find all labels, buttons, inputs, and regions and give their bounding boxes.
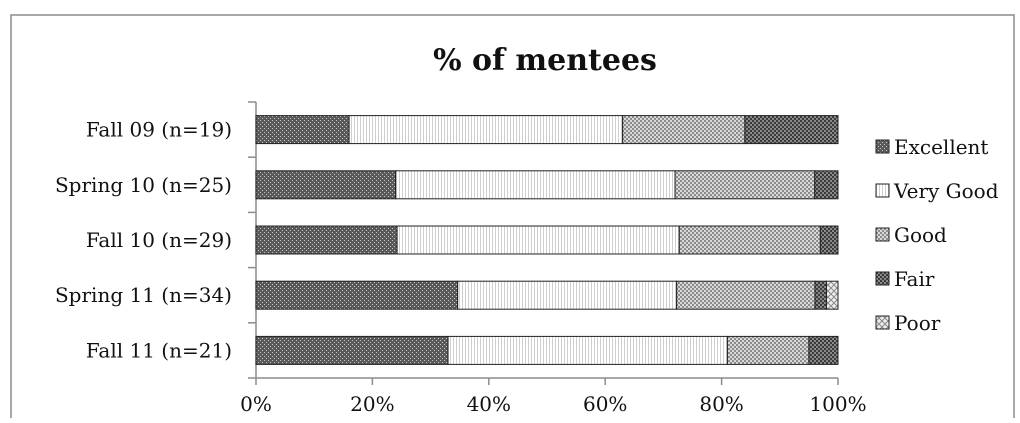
x-tick-label: 20% — [350, 392, 394, 416]
bar-segment-excellent — [255, 280, 459, 310]
x-tick-label: 80% — [699, 392, 743, 416]
legend-swatch — [875, 183, 890, 198]
category-label: Fall 10 (n=29) — [86, 228, 232, 252]
bar-segment-fair — [808, 335, 839, 365]
bar-segment-good — [726, 335, 810, 365]
bar-segment-very-good — [396, 225, 680, 255]
category-label: Spring 10 (n=25) — [55, 173, 232, 197]
bar-segment-excellent — [255, 170, 397, 200]
category-label: Spring 11 (n=34) — [55, 283, 232, 307]
legend-swatch — [875, 227, 890, 242]
bar-segment-good — [676, 280, 816, 310]
legend-label: Fair — [894, 267, 935, 291]
bar-segment-good — [674, 170, 816, 200]
chart-title: % of mentees — [433, 43, 657, 78]
bar-segment-very-good — [348, 115, 624, 145]
legend-label: Excellent — [894, 135, 988, 159]
legend-label: Very Good — [893, 179, 999, 203]
bar-segment-very-good — [457, 280, 678, 310]
bar-segment-excellent — [255, 225, 398, 255]
x-tick-label: 100% — [809, 392, 866, 416]
bar-segment-good — [678, 225, 821, 255]
plot-area: 0% 20% 40% 60% 80% 100% Fall 09 (n=19) Spring 1… — [55, 101, 867, 416]
bar-segment-good — [622, 115, 746, 145]
legend-label: Poor — [894, 311, 941, 335]
bar-segment-fair — [744, 115, 839, 145]
bar-segment-fair — [814, 170, 839, 200]
category-label: Fall 09 (n=19) — [86, 118, 232, 142]
bar-segment-excellent — [255, 115, 350, 145]
x-tick-label: 40% — [467, 392, 511, 416]
bar-segment-poor — [825, 280, 839, 310]
legend-swatch — [875, 139, 890, 154]
x-tick-label: 60% — [583, 392, 627, 416]
bar-segment-very-good — [395, 170, 676, 200]
category-label: Fall 11 (n=21) — [86, 338, 232, 362]
bar-segment-excellent — [255, 335, 449, 365]
legend-label: Good — [894, 223, 947, 247]
bar-segment-fair — [819, 225, 839, 255]
legend-swatch — [875, 271, 890, 286]
legend: Excellent Very Good Good Fair Poor — [875, 135, 999, 335]
legend-swatch — [875, 315, 890, 330]
bar-segment-very-good — [447, 335, 728, 365]
x-tick-label: 0% — [240, 392, 272, 416]
bar-segment-fair — [814, 280, 827, 310]
